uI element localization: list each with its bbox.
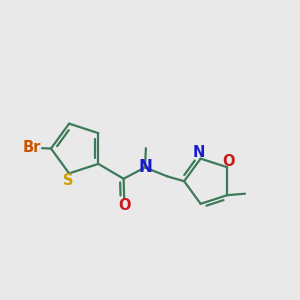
Text: O: O <box>118 198 130 213</box>
Text: N: N <box>193 145 205 160</box>
Text: O: O <box>222 154 235 169</box>
Text: Br: Br <box>23 140 41 155</box>
Text: N: N <box>138 158 152 176</box>
Text: S: S <box>63 173 74 188</box>
